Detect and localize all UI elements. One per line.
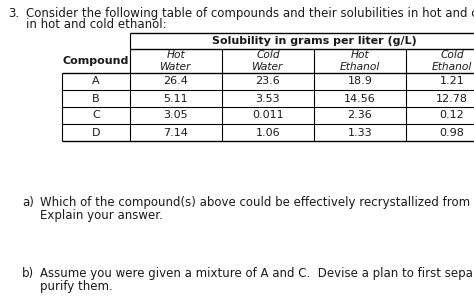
Text: 5.11: 5.11 [164,94,188,104]
Text: 7.14: 7.14 [164,127,189,137]
Text: 1.06: 1.06 [255,127,280,137]
Text: 3.05: 3.05 [164,111,188,120]
Text: 23.6: 23.6 [255,76,281,86]
Text: Assume you were given a mixture of A and C.  Devise a plan to first separate and: Assume you were given a mixture of A and… [40,267,474,280]
Text: 1.21: 1.21 [439,76,465,86]
Text: 3.: 3. [8,7,19,20]
Text: 0.12: 0.12 [439,111,465,120]
Text: 0.98: 0.98 [439,127,465,137]
Text: in hot and cold ethanol:: in hot and cold ethanol: [26,18,167,31]
Text: 3.53: 3.53 [255,94,280,104]
Text: Hot
Ethanol: Hot Ethanol [340,50,380,72]
Text: 2.36: 2.36 [347,111,373,120]
Text: Cold
Water: Cold Water [252,50,283,72]
Text: B: B [92,94,100,104]
Text: Cold
Ethanol: Cold Ethanol [432,50,472,72]
Text: 14.56: 14.56 [344,94,376,104]
Text: purify them.: purify them. [40,280,113,293]
Text: 26.4: 26.4 [164,76,189,86]
Text: Solubility in grams per liter (g/L): Solubility in grams per liter (g/L) [211,36,416,46]
Text: 1.33: 1.33 [348,127,372,137]
Text: Which of the compound(s) above could be effectively recrystallized from ethanol?: Which of the compound(s) above could be … [40,196,474,209]
Text: 18.9: 18.9 [347,76,373,86]
Text: 12.78: 12.78 [436,94,468,104]
Text: Hot
Water: Hot Water [160,50,191,72]
Text: Compound: Compound [63,56,129,66]
Text: 0.011: 0.011 [252,111,284,120]
Text: C: C [92,111,100,120]
Text: b): b) [22,267,34,280]
Text: D: D [92,127,100,137]
Text: Explain your answer.: Explain your answer. [40,209,163,222]
Text: a): a) [22,196,34,209]
Text: Consider the following table of compounds and their solubilities in hot and cold: Consider the following table of compound… [26,7,474,20]
Text: A: A [92,76,100,86]
